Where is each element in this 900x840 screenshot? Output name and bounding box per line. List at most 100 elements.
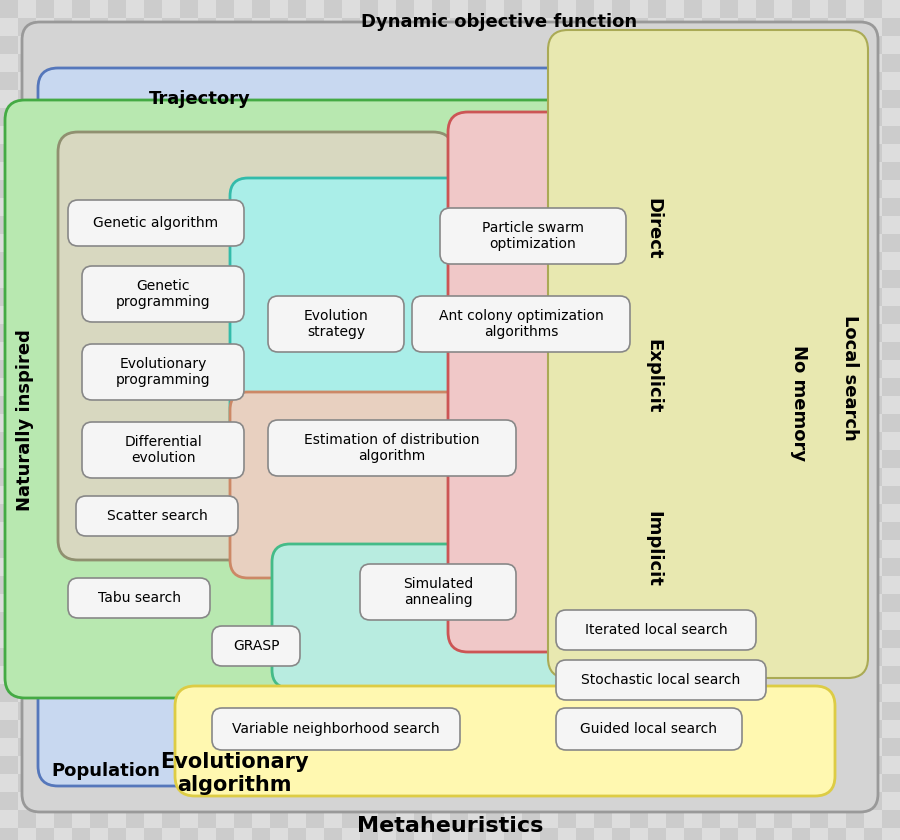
Bar bbox=[756, 396, 774, 414]
Bar bbox=[792, 468, 810, 486]
Bar bbox=[144, 126, 162, 144]
Bar bbox=[414, 558, 432, 576]
Bar bbox=[36, 0, 54, 18]
Bar bbox=[846, 810, 864, 828]
Bar bbox=[18, 270, 36, 288]
Bar bbox=[18, 774, 36, 792]
Bar bbox=[72, 72, 90, 90]
Bar bbox=[450, 144, 468, 162]
Bar bbox=[648, 720, 666, 738]
Bar bbox=[594, 342, 612, 360]
Bar bbox=[702, 684, 720, 702]
Bar bbox=[756, 576, 774, 594]
Bar bbox=[828, 144, 846, 162]
Bar bbox=[90, 270, 108, 288]
Bar bbox=[522, 702, 540, 720]
Bar bbox=[720, 468, 738, 486]
Bar bbox=[774, 630, 792, 648]
Bar bbox=[36, 54, 54, 72]
Bar bbox=[360, 288, 378, 306]
Bar bbox=[36, 252, 54, 270]
FancyBboxPatch shape bbox=[212, 626, 300, 666]
Bar bbox=[0, 234, 18, 252]
Bar bbox=[198, 54, 216, 72]
Bar bbox=[864, 486, 882, 504]
Bar bbox=[792, 234, 810, 252]
Bar bbox=[450, 468, 468, 486]
Bar bbox=[432, 612, 450, 630]
Bar bbox=[594, 360, 612, 378]
Bar bbox=[18, 468, 36, 486]
Bar bbox=[684, 810, 702, 828]
Bar bbox=[630, 198, 648, 216]
Bar bbox=[774, 738, 792, 756]
Bar bbox=[864, 558, 882, 576]
Bar bbox=[504, 324, 522, 342]
Bar bbox=[630, 162, 648, 180]
Bar bbox=[828, 792, 846, 810]
Bar bbox=[774, 486, 792, 504]
Bar bbox=[576, 666, 594, 684]
Bar bbox=[90, 108, 108, 126]
Bar bbox=[108, 612, 126, 630]
Bar bbox=[540, 180, 558, 198]
Bar bbox=[612, 504, 630, 522]
Bar bbox=[612, 594, 630, 612]
Bar bbox=[378, 792, 396, 810]
Bar bbox=[252, 360, 270, 378]
Bar bbox=[810, 342, 828, 360]
Bar bbox=[450, 252, 468, 270]
Bar bbox=[846, 324, 864, 342]
Bar bbox=[324, 594, 342, 612]
Bar bbox=[126, 792, 144, 810]
Bar bbox=[666, 432, 684, 450]
Bar bbox=[630, 414, 648, 432]
Bar bbox=[306, 342, 324, 360]
Bar bbox=[288, 702, 306, 720]
Bar bbox=[792, 126, 810, 144]
Bar bbox=[270, 648, 288, 666]
Bar bbox=[882, 756, 900, 774]
Bar bbox=[216, 612, 234, 630]
Bar bbox=[504, 144, 522, 162]
Bar bbox=[576, 378, 594, 396]
Bar bbox=[540, 432, 558, 450]
Bar bbox=[612, 378, 630, 396]
Bar bbox=[234, 558, 252, 576]
Bar bbox=[810, 306, 828, 324]
Bar bbox=[432, 234, 450, 252]
Bar bbox=[198, 108, 216, 126]
Bar bbox=[864, 342, 882, 360]
Bar bbox=[828, 756, 846, 774]
Bar bbox=[72, 576, 90, 594]
Bar bbox=[450, 378, 468, 396]
Bar bbox=[324, 108, 342, 126]
Bar bbox=[144, 612, 162, 630]
Bar bbox=[54, 72, 72, 90]
Bar bbox=[576, 738, 594, 756]
Bar bbox=[54, 702, 72, 720]
Bar bbox=[378, 396, 396, 414]
Bar bbox=[630, 720, 648, 738]
Bar bbox=[738, 396, 756, 414]
Bar bbox=[432, 36, 450, 54]
Bar bbox=[450, 558, 468, 576]
FancyBboxPatch shape bbox=[82, 344, 244, 400]
Bar bbox=[396, 504, 414, 522]
Bar bbox=[648, 432, 666, 450]
Bar bbox=[612, 360, 630, 378]
Bar bbox=[342, 738, 360, 756]
Bar bbox=[864, 432, 882, 450]
Bar bbox=[522, 558, 540, 576]
Bar bbox=[360, 738, 378, 756]
Bar bbox=[846, 378, 864, 396]
Bar bbox=[594, 198, 612, 216]
Bar bbox=[630, 702, 648, 720]
Bar bbox=[864, 702, 882, 720]
Bar bbox=[414, 432, 432, 450]
Bar bbox=[666, 756, 684, 774]
Bar bbox=[234, 648, 252, 666]
Text: Genetic algorithm: Genetic algorithm bbox=[94, 216, 219, 230]
Bar bbox=[90, 396, 108, 414]
Bar bbox=[810, 504, 828, 522]
